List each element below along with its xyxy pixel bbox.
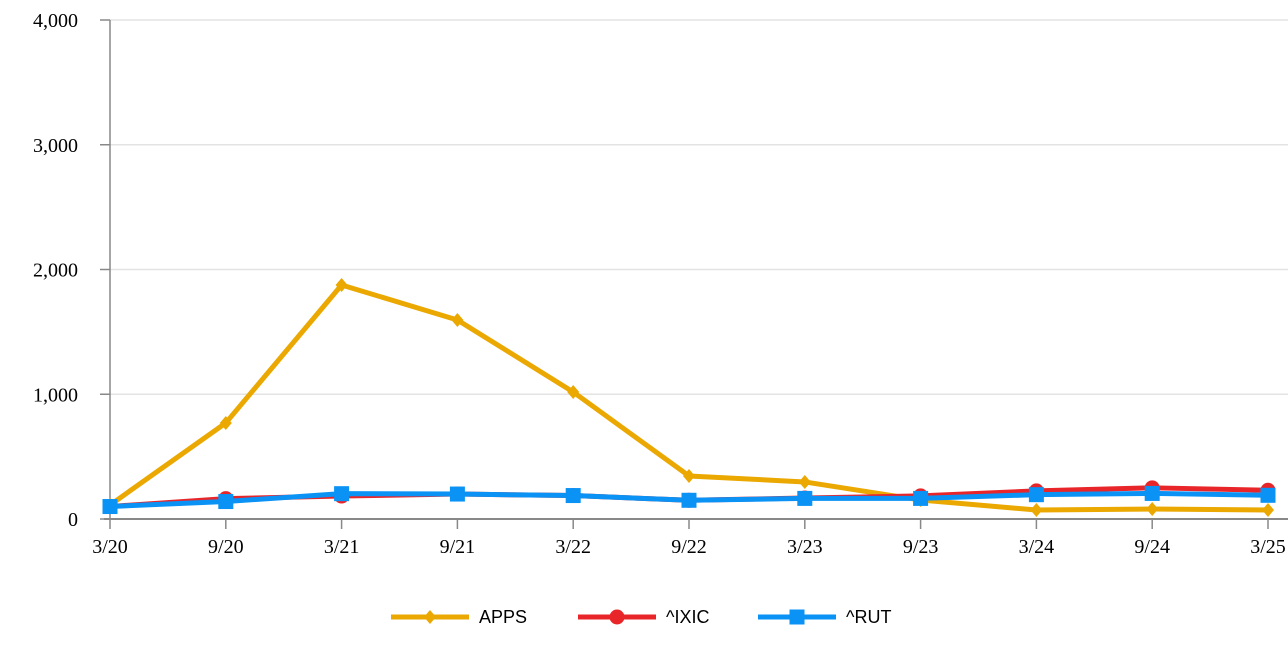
data-point — [1260, 487, 1276, 503]
x-tick-label: 3/25 — [1250, 536, 1286, 558]
x-tick-label: 9/22 — [671, 536, 707, 558]
x-tick-label: 3/20 — [92, 536, 128, 558]
legend-item: ^IXIC — [578, 607, 709, 627]
x-tick-label: 9/24 — [1134, 536, 1170, 558]
legend-item: APPS — [391, 607, 527, 627]
x-tick-label: 9/23 — [903, 536, 939, 558]
legend-label: ^RUT — [846, 607, 891, 627]
y-tick-label: 0 — [68, 509, 78, 531]
x-tick-label: 3/21 — [324, 536, 360, 558]
x-tick-label: 9/21 — [440, 536, 476, 558]
data-point — [335, 277, 348, 292]
y-tick-label: 4,000 — [33, 10, 78, 32]
y-tick-label: 1,000 — [33, 384, 78, 406]
y-tick-label: 3,000 — [33, 135, 78, 157]
data-point — [219, 415, 232, 430]
x-tick-label: 3/23 — [787, 536, 823, 558]
data-point — [218, 494, 234, 510]
legend-marker — [789, 609, 805, 625]
series-rut — [102, 485, 1276, 515]
legend-item: ^RUT — [758, 607, 891, 627]
data-point — [1262, 503, 1274, 518]
data-point — [1030, 503, 1043, 518]
data-point — [1028, 487, 1044, 503]
data-point — [683, 468, 695, 483]
data-point — [681, 492, 697, 508]
series-apps — [104, 277, 1274, 518]
legend-marker — [609, 609, 625, 625]
x-tick-label: 9/20 — [208, 536, 244, 558]
data-point — [102, 499, 118, 515]
data-point — [797, 490, 813, 506]
data-point — [913, 490, 929, 506]
data-point — [334, 486, 350, 502]
data-point — [565, 488, 581, 504]
y-tick-label: 2,000 — [33, 260, 78, 282]
data-point — [451, 313, 464, 328]
data-point — [1144, 485, 1160, 501]
x-tick-label: 3/22 — [555, 536, 591, 558]
legend-label: APPS — [479, 607, 527, 627]
legend-marker — [424, 610, 436, 624]
data-point — [1146, 502, 1159, 517]
x-tick-label: 3/24 — [1019, 536, 1055, 558]
data-point — [798, 474, 811, 489]
data-point — [567, 385, 580, 400]
legend-label: ^IXIC — [666, 607, 709, 627]
data-point — [449, 486, 465, 502]
